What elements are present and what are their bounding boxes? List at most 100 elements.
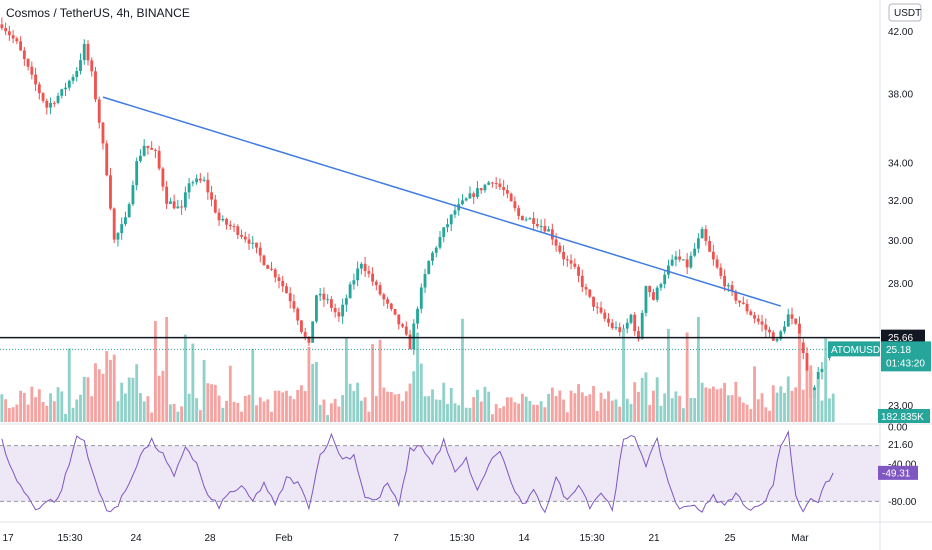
volume-bar [374,396,378,422]
candle-body [228,224,232,227]
volume-bar [191,343,195,422]
volume-bar [94,363,97,422]
volume-bar [378,339,382,422]
volume-bar [64,413,67,422]
candle-body [696,238,700,249]
candle-body [595,306,599,308]
volume-bar [105,351,109,422]
candle-body [307,336,311,343]
volume-bar [513,402,517,422]
time-tick-label: 25 [724,533,736,544]
volume-bar [232,401,236,422]
volume-bar [487,391,491,422]
volume-bar [363,397,367,422]
volume-bar [397,393,401,422]
candle-body [498,183,502,188]
candle-body [502,187,506,191]
candle-body [26,59,30,67]
volume-bar [715,389,719,422]
volume-bar [711,386,715,422]
volume-bar [288,395,292,422]
candle-body [562,251,565,260]
time-tick-label: 7 [393,533,399,544]
volume-bar [206,383,210,422]
candle-body [326,299,330,301]
volume-bar [633,382,637,422]
volume-bar [794,387,798,422]
volume-bar [172,403,176,422]
candle-body [292,301,296,309]
volume-bar [828,398,831,422]
volume-bar [704,387,708,422]
candle-body [303,331,307,337]
price-countdown-tag [881,341,931,372]
volume-value-label: 182.835K [881,412,924,423]
time-tick-label: 15:30 [579,533,604,544]
volume-bar [116,401,120,422]
candle-body [82,43,86,61]
candle-body [749,311,753,316]
candle-body [704,229,708,241]
volume-bar [45,405,49,422]
volume-bar [386,391,389,422]
volume-bar [285,390,288,422]
candle-body [116,233,120,240]
volume-bar [79,394,82,422]
volume-bar [139,393,142,422]
volume-bar [97,369,101,422]
volume-bar [696,317,700,422]
volume-bar [150,412,154,422]
volume-bar [584,395,588,422]
volume-bar [618,406,622,422]
candle-body [206,179,210,193]
candle-body [161,168,165,187]
candle-body [94,71,97,100]
volume-bar [30,386,34,422]
volume-bar [202,359,206,422]
candle-body [779,331,783,339]
candle-body [726,285,730,287]
candle-body [378,285,382,295]
candle-body [584,287,588,290]
volume-bar [652,390,655,422]
candle-body [494,182,498,184]
countdown-label: 01:43:20 [886,358,925,369]
candle-body [255,242,258,248]
volume-bar [790,390,794,422]
candle-body [139,155,142,162]
candle-body [363,263,367,272]
price-tick-label: 21.60 [888,440,913,451]
volume-bar [153,320,157,422]
volume-bar [389,392,393,422]
candle-body [124,217,127,225]
price-tick-label: 34.00 [888,158,913,169]
volume-bar [550,387,554,422]
candle-body [296,308,300,321]
candle-body [180,206,184,208]
candle-body [786,314,790,327]
rsi-line [1,430,834,514]
candle-body [101,122,105,144]
volume-bar [569,390,573,422]
candle-body [176,206,180,209]
candle-body [715,259,719,268]
candle-body [97,99,101,123]
volume-bar [461,318,464,422]
volume-bar [82,376,86,422]
candle-body [315,295,318,322]
volume-bar [820,400,824,422]
currency-button[interactable]: USDT [888,3,922,22]
volume-bar [539,401,543,422]
volume-bar [52,401,56,422]
volume-bar [352,391,356,422]
candle-body [820,368,824,373]
candle-body [191,182,195,184]
candle-body [663,274,667,285]
volume-bar [281,392,285,422]
candle-body [202,179,206,181]
volume-bar [674,391,678,422]
candle-body [446,224,449,228]
volume-bar [468,407,472,422]
candle-body [109,175,112,209]
